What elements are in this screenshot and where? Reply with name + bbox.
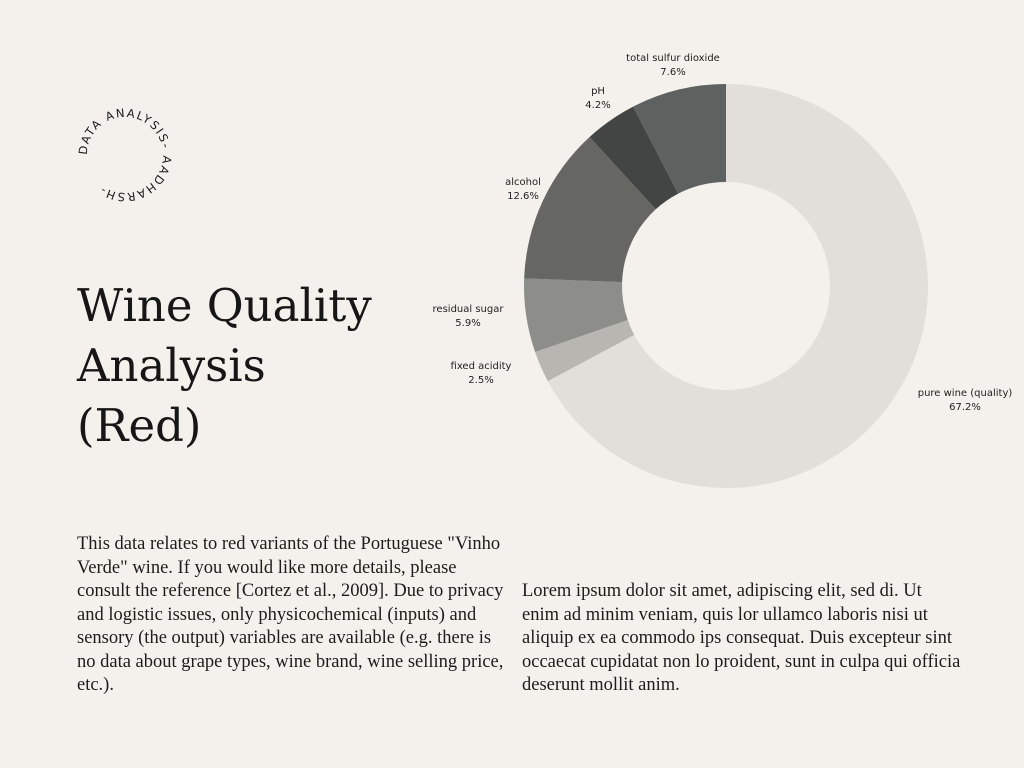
lorem-paragraph: Lorem ipsum dolor sit amet, adipiscing e…: [522, 581, 961, 695]
description-paragraph: This data relates to red variants of the…: [77, 534, 504, 695]
title-line-2: Analysis: [77, 339, 266, 392]
slice-value-label: 2.5%: [468, 375, 493, 386]
page-title: Wine Quality Analysis (Red): [77, 276, 437, 456]
chart-labels: pure wine (quality) 67.2% fixed acidity 2.5…: [433, 53, 1013, 413]
title-line-1: Wine Quality: [77, 279, 372, 332]
slice-label: pH: [591, 86, 605, 97]
slice-label: alcohol: [505, 177, 541, 188]
slice-value-label: 12.6%: [507, 191, 539, 202]
title-line-3: (Red): [77, 399, 202, 452]
badge-text: DATA ANALYSIS- AADHARSH-: [76, 106, 174, 204]
slice-ph: [589, 106, 679, 210]
slice-value-label: 7.6%: [660, 67, 685, 78]
slice-label: total sulfur dioxide: [626, 53, 720, 64]
slice-label: residual sugar: [433, 304, 505, 315]
slice-label: fixed acidity: [451, 361, 512, 372]
slice-fixed-acidity: [535, 319, 635, 382]
slice-pure-wine-quality: [547, 84, 928, 488]
slice-value-label: 4.2%: [585, 100, 610, 111]
slice-value-label: 5.9%: [455, 318, 480, 329]
slice-residual-sugar: [524, 278, 628, 353]
slice-value-label: 67.2%: [949, 402, 981, 413]
slice-total-sulfur-dioxide: [633, 84, 726, 194]
chart-slices: [524, 84, 928, 488]
slice-alcohol: [524, 137, 656, 283]
circular-badge: DATA ANALYSIS- AADHARSH-: [76, 106, 174, 204]
slice-label: pure wine (quality): [918, 388, 1013, 399]
